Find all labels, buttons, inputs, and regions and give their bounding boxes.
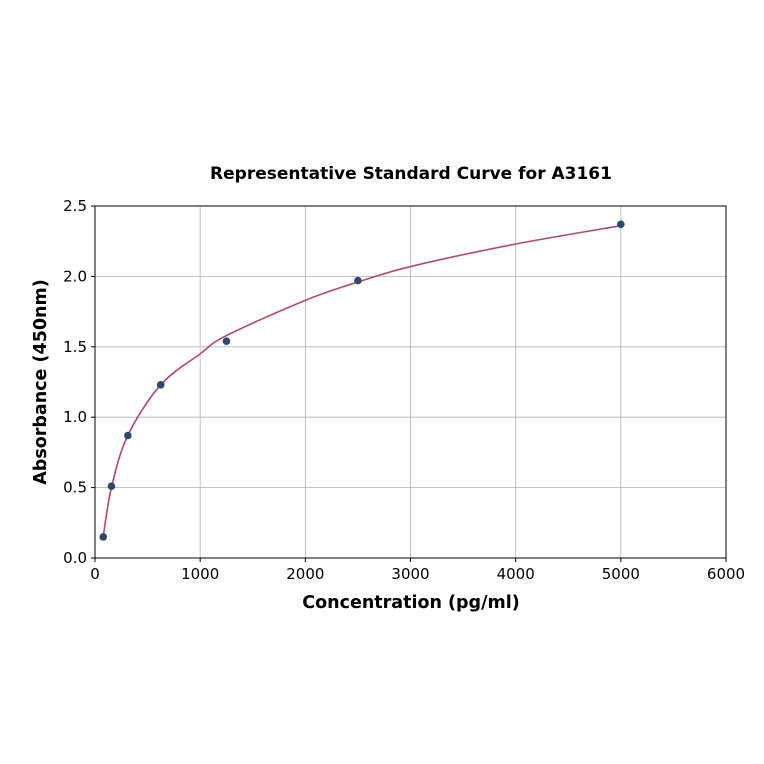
y-tick-label: 2.5 [63, 197, 87, 215]
x-tick-label: 2000 [286, 565, 324, 583]
y-tick-label: 2.0 [63, 267, 87, 285]
fit-curve [102, 224, 621, 538]
y-tick-label: 1.0 [63, 408, 87, 426]
y-tick-label: 1.5 [63, 338, 87, 356]
y-axis-label: Absorbance (450nm) [31, 279, 51, 485]
grid [94, 205, 727, 559]
y-tick-label: 0.5 [63, 479, 87, 497]
x-tick-label: 6000 [707, 565, 745, 583]
data-point [107, 482, 116, 490]
x-tick-label: 3000 [391, 565, 429, 583]
data-points [99, 220, 625, 541]
ticks: 0 1000 2000 3000 4000 5000 6000 0.0 0.5 1.0 1.5 2.0… [63, 197, 745, 583]
data-point [617, 220, 625, 229]
data-point [99, 533, 108, 541]
plot-frame [94, 205, 727, 559]
x-tick-label: 4000 [497, 565, 535, 583]
x-tick-label: 1000 [181, 565, 219, 583]
chart-title: Representative Standard Curve for A3161 [210, 164, 612, 184]
data-point [156, 381, 165, 389]
data-point [222, 337, 231, 345]
data-point [124, 431, 132, 440]
x-axis-label: Concentration (pg/ml) [302, 593, 519, 613]
data-point [354, 276, 362, 285]
x-tick-label: 0 [90, 565, 100, 583]
y-tick-label: 0.0 [63, 549, 87, 567]
x-tick-label: 5000 [602, 565, 640, 583]
